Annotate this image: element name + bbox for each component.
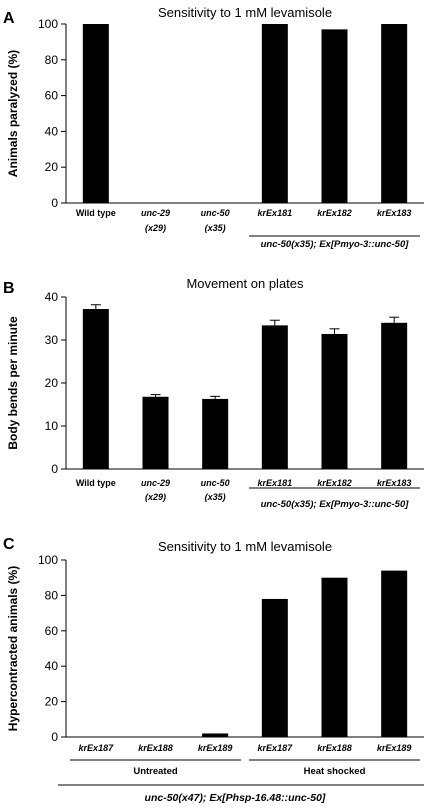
- panel-c-letter: C: [3, 536, 15, 553]
- panel-b-category-label: unc-50: [201, 478, 230, 488]
- panel-a-bar: [321, 29, 348, 204]
- panel-c-y-tick-label: 60: [45, 624, 59, 638]
- panel-a-y-tick-label: 100: [38, 17, 58, 31]
- panel-c-category-label: krEx189: [377, 743, 412, 753]
- panel-c-category-label: krEx189: [198, 743, 233, 753]
- panel-a-group-label: unc-50(x35); Ex[Pmyo-3::unc-50]: [261, 239, 410, 250]
- panel-b-category-sublabel: (x35): [205, 492, 226, 502]
- panel-b-y-tick-label: 20: [45, 376, 59, 390]
- panel-c-group-label: Untreated: [133, 766, 178, 777]
- panel-a-category-label: unc-50: [201, 208, 230, 218]
- panel-b-bar: [82, 309, 109, 469]
- panel-a-category-label: krEx182: [317, 208, 352, 218]
- panel-a-y-tick-label: 60: [45, 89, 59, 103]
- panel-c-category-label: krEx187: [79, 743, 115, 753]
- panel-c-category-label: krEx188: [317, 743, 352, 753]
- panel-c-group-label: Heat shocked: [304, 766, 366, 777]
- panel-c-bar: [261, 598, 288, 737]
- panel-a-title: Sensitivity to 1 mM levamisole: [158, 5, 332, 20]
- panel-b-category-sublabel: (x29): [145, 492, 166, 502]
- panel-b-y-tick-label: 40: [45, 290, 59, 304]
- panel-b-bar: [142, 396, 169, 469]
- panel-c-y-tick-label: 80: [45, 588, 59, 602]
- panel-b-category-label: krEx183: [377, 478, 412, 488]
- panel-c-y-tick-label: 0: [51, 730, 58, 744]
- panel-b-y-tick-label: 0: [51, 462, 58, 476]
- panel-a-category-label: krEx183: [377, 208, 412, 218]
- panel-c-bar: [381, 570, 408, 737]
- panel-c-y-tick-label: 20: [45, 695, 59, 709]
- panel-c-bar: [321, 577, 348, 737]
- panel-c-y-axis-label: Hypercontracted animals (%): [6, 566, 20, 731]
- panel-c-title: Sensitivity to 1 mM levamisole: [158, 539, 332, 554]
- panel-a-category-label: krEx181: [258, 208, 293, 218]
- panel-b-category-label: unc-29: [141, 478, 170, 488]
- panel-a-y-tick-label: 20: [45, 160, 59, 174]
- panel-b-category-label: krEx182: [317, 478, 352, 488]
- panel-b-bar: [261, 325, 288, 469]
- panel-b-category-label: Wild type: [76, 478, 116, 488]
- panel-b-y-axis-label: Body bends per minute: [6, 316, 20, 450]
- panel-b-y-tick-label: 10: [45, 419, 59, 433]
- panel-c-y-tick-label: 40: [45, 659, 59, 673]
- panel-b-group-label: unc-50(x35); Ex[Pmyo-3::unc-50]: [261, 499, 410, 510]
- panel-b-bar: [321, 333, 348, 469]
- panel-a-bar: [261, 24, 288, 203]
- panel-b-bar: [381, 322, 408, 469]
- panel-c-bar: [202, 733, 229, 737]
- panel-c-category-label: krEx187: [258, 743, 294, 753]
- panel-b-category-label: krEx181: [258, 478, 293, 488]
- panel-a-bar: [381, 24, 408, 203]
- panel-a-category-sublabel: (x29): [145, 223, 166, 233]
- panel-a-bar: [82, 24, 109, 203]
- panel-a-letter: A: [3, 10, 15, 27]
- panel-a-y-axis-label: Animals paralyzed (%): [6, 50, 20, 177]
- panel-b-title: Movement on plates: [186, 276, 304, 291]
- panel-c-bottom-label: unc-50(x47); Ex[Phsp-16.48::unc-50]: [145, 792, 326, 804]
- panel-b-letter: B: [3, 280, 15, 297]
- panel-a-category-label: Wild type: [76, 208, 116, 218]
- panel-a-y-tick-label: 0: [51, 196, 58, 210]
- panel-b-bar: [202, 398, 229, 469]
- panel-a-y-tick-label: 80: [45, 53, 59, 67]
- panel-c-y-tick-label: 100: [38, 553, 58, 567]
- panel-a-category-label: unc-29: [141, 208, 170, 218]
- panel-c-category-label: krEx188: [138, 743, 173, 753]
- panel-a-category-sublabel: (x35): [205, 223, 226, 233]
- panel-a-y-tick-label: 40: [45, 124, 59, 138]
- panel-b-y-tick-label: 30: [45, 333, 59, 347]
